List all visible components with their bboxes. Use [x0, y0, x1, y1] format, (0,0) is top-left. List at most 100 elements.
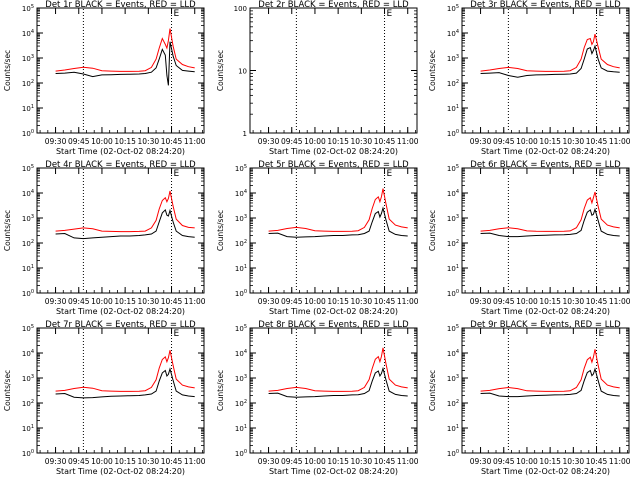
x-tick-label: 10:15 [539, 137, 561, 146]
x-tick-label: 10:45 [374, 137, 396, 146]
y-tick-label: 103 [447, 374, 459, 383]
y-tick-label: 100 [235, 289, 247, 298]
detector-panel: Det 1r BLACK = Events, RED = LLD 100 101 10… [3, 0, 206, 156]
marker-label: E [174, 329, 180, 339]
x-tick-label: 09:45 [493, 297, 515, 306]
marker-label: E [174, 169, 180, 179]
detector-panel: Det 2r BLACK = Events, RED = LLD 1 10 100 Co… [216, 0, 419, 156]
detector-panel: Det 8r BLACK = Events, RED = LLD 100 101 10… [216, 320, 419, 476]
y-tick-label: 103 [447, 214, 459, 223]
panel-title: Det 3r BLACK = Events, RED = LLD [470, 0, 621, 10]
marker-label: E [387, 9, 393, 19]
x-tick-label: 09:30 [258, 137, 280, 146]
x-tick-label: 11:00 [609, 137, 631, 146]
y-axis-label: Counts/sec [3, 50, 12, 91]
events-series-line [480, 207, 620, 238]
y-tick-label: 101 [22, 104, 34, 113]
x-tick-label: 09:30 [45, 137, 67, 146]
y-tick-label: 10 [238, 68, 247, 76]
marker-label: E [599, 169, 605, 179]
y-tick-label: 101 [447, 264, 459, 273]
x-tick-label: 10:00 [304, 297, 326, 306]
panel-title: Det 9r BLACK = Events, RED = LLD [470, 320, 621, 330]
x-tick-label: 10:45 [586, 297, 608, 306]
lld-series-line [480, 349, 620, 392]
x-tick-label: 10:30 [563, 457, 585, 466]
x-tick-label: 10:30 [351, 297, 373, 306]
y-tick-label: 101 [22, 264, 34, 273]
y-tick-label: 100 [447, 289, 459, 298]
y-axis-label: Counts/sec [428, 210, 437, 251]
y-tick-label: 102 [22, 79, 34, 88]
y-tick-label: 103 [22, 374, 34, 383]
x-tick-label: 11:00 [184, 457, 206, 466]
y-tick-label: 104 [22, 29, 34, 38]
plot-frame [249, 167, 418, 294]
panel-title: Det 2r BLACK = Events, RED = LLD [258, 0, 409, 10]
marker-label: E [599, 329, 605, 339]
y-tick-label: 104 [447, 189, 459, 198]
detector-panel: Det 4r BLACK = Events, RED = LLD 100 101 10… [3, 160, 206, 316]
x-tick-label: 11:00 [397, 457, 419, 466]
y-axis-label: Counts/sec [428, 370, 437, 411]
x-tick-label: 09:30 [258, 457, 280, 466]
y-tick-label: 105 [235, 324, 247, 333]
y-tick-label: 100 [447, 129, 459, 138]
y-tick-label: 103 [22, 54, 34, 63]
x-tick-label: 10:00 [91, 297, 113, 306]
x-tick-label: 09:30 [470, 457, 492, 466]
x-tick-label: 10:00 [516, 137, 538, 146]
x-tick-label: 09:30 [470, 137, 492, 146]
plot-frame [36, 327, 205, 454]
y-axis-label: Counts/sec [3, 210, 12, 251]
x-tick-label: 09:30 [45, 457, 67, 466]
plot-frame [461, 7, 630, 134]
events-series-line [55, 367, 195, 399]
lld-series-line [480, 33, 620, 72]
plot-frame [249, 327, 418, 454]
x-tick-label: 10:00 [304, 137, 326, 146]
plot-frame [36, 7, 205, 134]
x-tick-label: 09:45 [281, 457, 303, 466]
events-series-line [55, 41, 195, 86]
y-tick-label: 102 [235, 399, 247, 408]
events-series-line [268, 206, 408, 238]
panel-title: Det 4r BLACK = Events, RED = LLD [45, 160, 196, 170]
panel-title: Det 6r BLACK = Events, RED = LLD [470, 160, 621, 170]
x-tick-label: 10:15 [327, 137, 349, 146]
x-tick-label: 10:45 [374, 457, 396, 466]
x-tick-label: 10:00 [91, 457, 113, 466]
plot-frame [461, 167, 630, 294]
panel-title: Det 8r BLACK = Events, RED = LLD [258, 320, 409, 330]
y-tick-label: 100 [22, 129, 34, 138]
events-series-line [55, 208, 195, 240]
x-tick-label: 10:15 [539, 457, 561, 466]
x-tick-label: 10:15 [114, 457, 136, 466]
y-axis-label: Counts/sec [216, 50, 225, 91]
y-axis-label: Counts/sec [216, 210, 225, 251]
x-tick-label: 09:30 [45, 297, 67, 306]
y-tick-label: 104 [235, 349, 247, 358]
detector-panel: Det 9r BLACK = Events, RED = LLD 100 101 10… [428, 320, 631, 476]
y-tick-label: 104 [447, 349, 459, 358]
detector-panel: Det 5r BLACK = Events, RED = LLD 100 101 10… [216, 160, 419, 316]
lld-series-line [480, 191, 620, 232]
y-tick-label: 105 [22, 164, 34, 173]
lld-series-line [55, 190, 195, 233]
lld-series-line [268, 347, 408, 392]
events-series-line [480, 367, 620, 398]
x-tick-label: 11:00 [184, 137, 206, 146]
x-tick-label: 11:00 [184, 297, 206, 306]
x-tick-label: 09:45 [281, 137, 303, 146]
detector-panel: Det 6r BLACK = Events, RED = LLD 100 101 10… [428, 160, 631, 316]
x-tick-label: 10:45 [161, 457, 183, 466]
panel-title: Det 7r BLACK = Events, RED = LLD [45, 320, 196, 330]
y-tick-label: 102 [22, 239, 34, 248]
x-tick-label: 11:00 [397, 297, 419, 306]
y-axis-label: Counts/sec [216, 370, 225, 411]
y-tick-label: 105 [22, 324, 34, 333]
y-tick-label: 105 [447, 324, 459, 333]
y-tick-label: 101 [235, 424, 247, 433]
x-axis-label: Start Time (02-Oct-02 08:24:20) [269, 467, 398, 476]
y-tick-label: 104 [235, 189, 247, 198]
